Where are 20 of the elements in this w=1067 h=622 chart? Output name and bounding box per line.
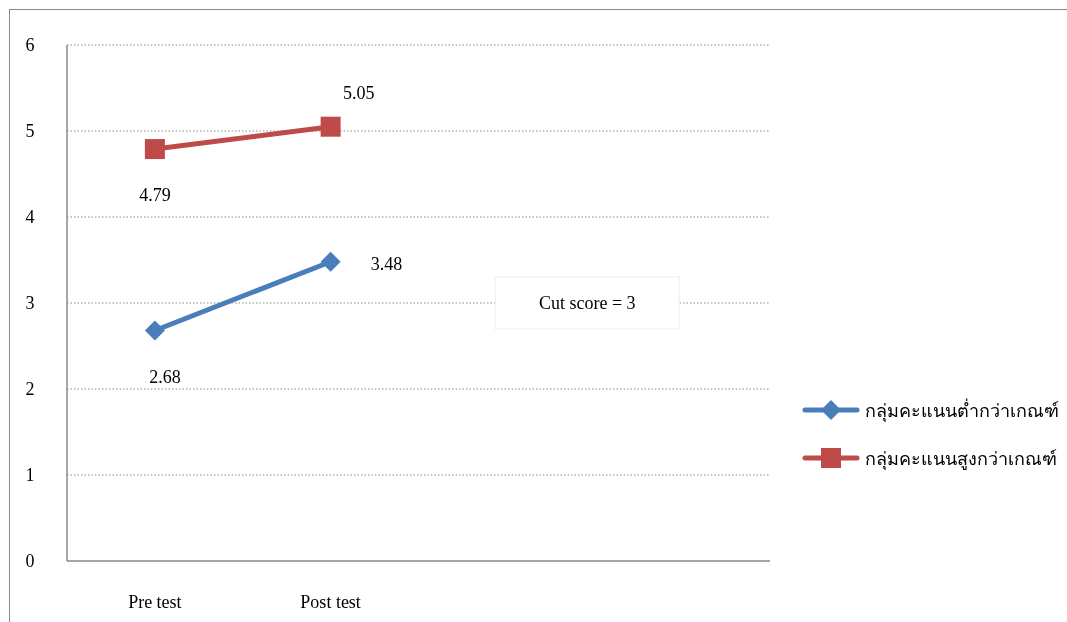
point xyxy=(144,139,165,160)
x-tick-label: Pre test xyxy=(128,592,182,612)
annotation: Cut score = 3 xyxy=(538,293,636,313)
y-tick-label: 6 xyxy=(25,35,35,55)
point xyxy=(320,251,341,272)
y-tick-label: 2 xyxy=(25,379,35,399)
point xyxy=(144,320,165,341)
y-tick-label: 3 xyxy=(25,293,35,313)
data-label: 2.68 xyxy=(149,366,181,387)
x-tick-label: Post test xyxy=(300,592,361,612)
y-tick-label: 1 xyxy=(25,465,35,485)
y-tick-label: 5 xyxy=(25,121,35,141)
legend-label: กลุ่มคะแนนต่ำกว่าเกณฑ์ xyxy=(865,398,1059,422)
y-tick-label: 4 xyxy=(25,207,35,227)
y-tick-label: 0 xyxy=(25,551,35,571)
data-label: 5.05 xyxy=(342,82,375,103)
data-label: 3.48 xyxy=(370,253,403,274)
point xyxy=(320,116,341,137)
legend-label: กลุ่มคะแนนสูงกว่าเกณฑ์ xyxy=(865,448,1057,470)
data-label: 4.79 xyxy=(139,185,171,206)
